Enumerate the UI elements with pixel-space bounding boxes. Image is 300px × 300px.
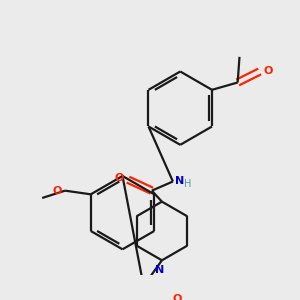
Text: H: H <box>184 179 191 189</box>
Text: N: N <box>155 265 165 275</box>
Text: O: O <box>115 173 124 183</box>
Text: O: O <box>53 186 62 196</box>
Text: O: O <box>173 294 182 300</box>
Text: N: N <box>175 176 184 187</box>
Text: O: O <box>263 67 273 76</box>
